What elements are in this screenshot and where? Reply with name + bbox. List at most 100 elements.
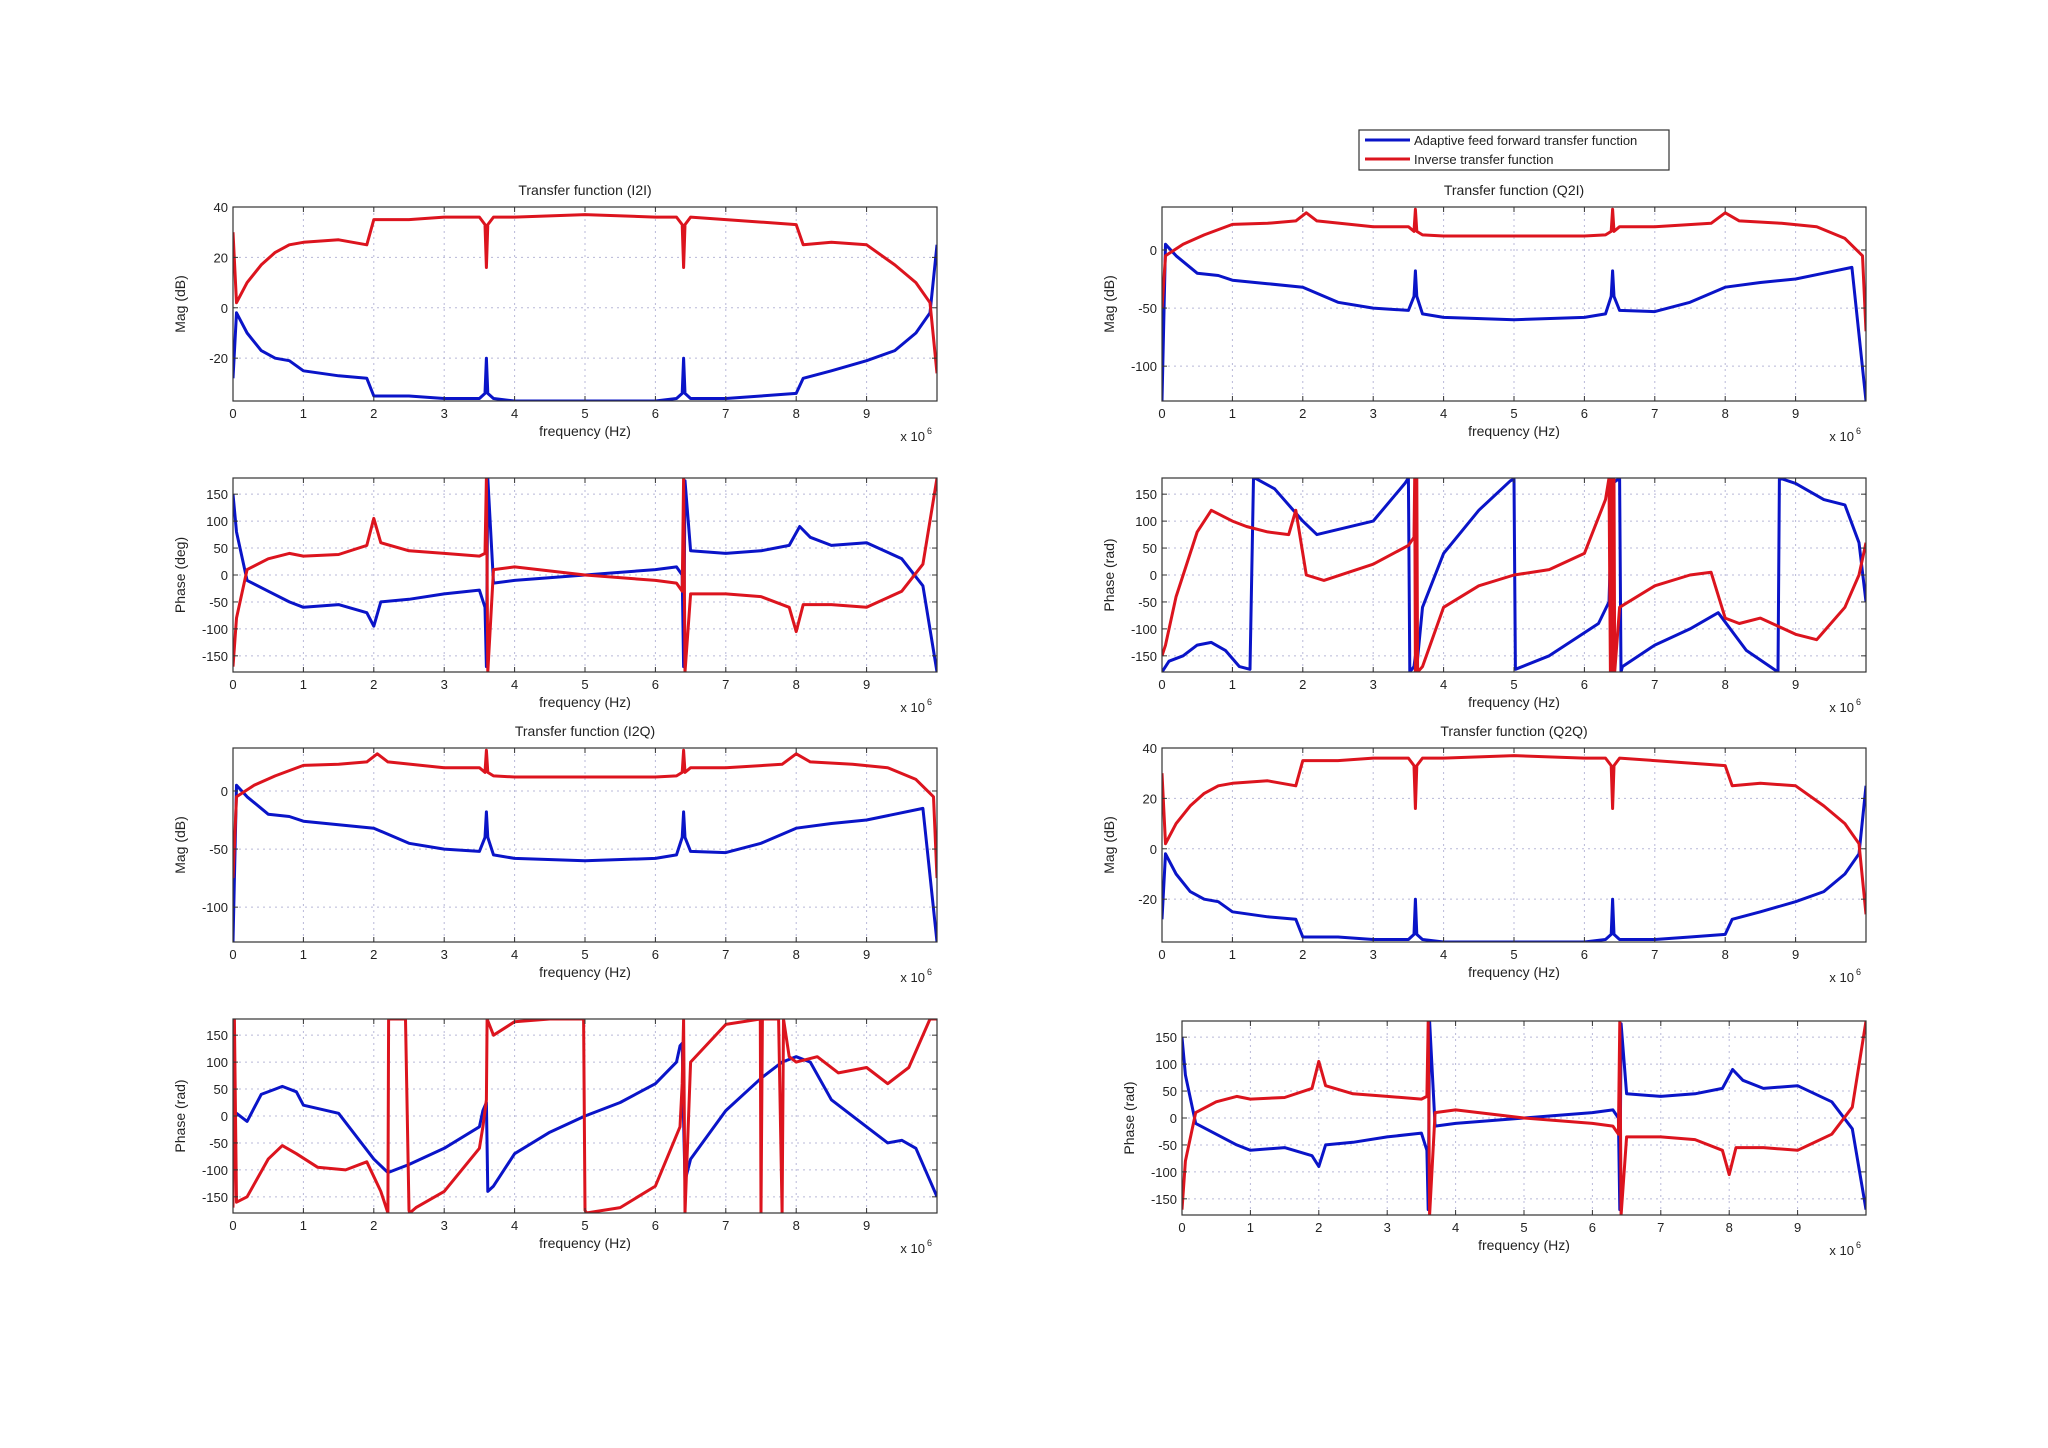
y-tick-label: -100 <box>202 900 228 915</box>
series-line-adaptive <box>233 783 937 942</box>
series-line-adaptive <box>233 478 937 672</box>
x-tick-label: 7 <box>1651 947 1658 962</box>
x-tick-label: 5 <box>581 1218 588 1233</box>
chart-q2i-phase: 0 1 2 3 4 5 6 7 8 9 150 100 50 0 -50 -100 -150 frequency … <box>1101 477 1867 715</box>
legend: Adaptive feed forward transfer function … <box>1358 129 1670 171</box>
x-axis-multiplier: x 10 <box>900 429 925 444</box>
x-tick-label: 4 <box>511 406 518 421</box>
x-tick-label: 6 <box>652 1218 659 1233</box>
x-tick-label: 7 <box>722 677 729 692</box>
y-tick-label: 0 <box>1150 243 1157 258</box>
chart-q2q-mag: 0 1 2 3 4 5 6 7 8 9 40 20 0 -20 Transfer function (Q2Q… <box>1101 723 1867 985</box>
x-tick-label: 8 <box>793 947 800 962</box>
x-tick-label: 2 <box>370 677 377 692</box>
legend-label-inverse: Inverse transfer function <box>1414 152 1553 167</box>
x-tick-label: 6 <box>1581 406 1588 421</box>
x-axis-multiplier-exponent: 6 <box>927 967 932 977</box>
x-tick-label: 2 <box>1299 677 1306 692</box>
series-line-inverse <box>233 748 937 879</box>
chart-i2i-mag: 0 1 2 3 4 5 6 7 8 9 40 20 0 -20 Transfer function (I2I… <box>172 182 938 444</box>
x-tick-label: 0 <box>1158 677 1165 692</box>
series-line-inverse <box>1182 1021 1866 1215</box>
x-axis-label: frequency (Hz) <box>539 423 631 439</box>
y-tick-label: -150 <box>202 1190 228 1205</box>
series-line-adaptive <box>233 244 937 401</box>
chart-i2q-phase: 0 1 2 3 4 5 6 7 8 9 150 100 50 0 -50 -100 -150 frequency … <box>172 1018 938 1256</box>
y-tick-label: 150 <box>206 487 228 502</box>
x-tick-label: 6 <box>652 947 659 962</box>
x-axis-multiplier: x 10 <box>900 1241 925 1256</box>
y-tick-label: -50 <box>209 842 228 857</box>
y-tick-label: 40 <box>214 200 228 215</box>
series-line-inverse <box>233 1019 937 1213</box>
x-tick-label: 0 <box>229 947 236 962</box>
y-tick-label: -150 <box>1131 649 1157 664</box>
chart-title: Transfer function (I2Q) <box>515 723 655 739</box>
x-tick-label: 3 <box>1370 406 1377 421</box>
series-line-adaptive <box>1162 478 1866 672</box>
x-axis-label: frequency (Hz) <box>1478 1237 1570 1253</box>
x-tick-label: 4 <box>511 1218 518 1233</box>
chart-title: Transfer function (Q2I) <box>1444 182 1584 198</box>
x-tick-label: 7 <box>722 406 729 421</box>
x-tick-label: 4 <box>1440 677 1447 692</box>
x-tick-label: 3 <box>441 406 448 421</box>
x-axis-multiplier-exponent: 6 <box>927 426 932 436</box>
y-tick-label: -100 <box>1131 359 1157 374</box>
x-tick-label: 8 <box>1722 947 1729 962</box>
x-axis-multiplier: x 10 <box>900 970 925 985</box>
x-tick-label: 8 <box>793 406 800 421</box>
y-axis-label: Mag (dB) <box>172 275 188 333</box>
x-tick-label: 5 <box>1510 677 1517 692</box>
x-tick-label: 9 <box>863 677 870 692</box>
x-tick-label: 3 <box>441 947 448 962</box>
y-axis-label: Phase (deg) <box>172 537 188 613</box>
y-tick-label: -50 <box>1138 301 1157 316</box>
y-tick-label: 50 <box>214 541 228 556</box>
chart-i2i-phase: 0 1 2 3 4 5 6 7 8 9 150 100 50 0 -50 -100 -150 frequency … <box>172 477 938 715</box>
x-tick-label: 0 <box>1158 406 1165 421</box>
x-axis-multiplier-exponent: 6 <box>927 697 932 707</box>
x-axis-multiplier: x 10 <box>1829 700 1854 715</box>
legend-box <box>1358 129 1670 171</box>
y-tick-label: 20 <box>214 250 228 265</box>
x-tick-label: 6 <box>1589 1220 1596 1235</box>
y-tick-label: 50 <box>1163 1084 1177 1099</box>
x-axis-multiplier: x 10 <box>1829 970 1854 985</box>
y-tick-label: 0 <box>221 568 228 583</box>
x-tick-label: 5 <box>581 677 588 692</box>
x-tick-label: 1 <box>300 947 307 962</box>
x-tick-label: 4 <box>1440 406 1447 421</box>
x-tick-label: 3 <box>1370 677 1377 692</box>
x-tick-label: 3 <box>441 1218 448 1233</box>
x-tick-label: 1 <box>1229 677 1236 692</box>
x-tick-label: 0 <box>1178 1220 1185 1235</box>
x-tick-label: 6 <box>1581 677 1588 692</box>
x-tick-label: 5 <box>1520 1220 1527 1235</box>
x-tick-label: 1 <box>1229 406 1236 421</box>
y-tick-label: 100 <box>1155 1057 1177 1072</box>
series-line-adaptive <box>1162 242 1866 401</box>
y-tick-label: -20 <box>1138 892 1157 907</box>
y-axis-label: Phase (rad) <box>172 1079 188 1152</box>
x-tick-label: 1 <box>1247 1220 1254 1235</box>
y-tick-label: -100 <box>1131 622 1157 637</box>
series-line-inverse <box>233 478 937 672</box>
series-line-adaptive <box>1162 785 1866 942</box>
y-tick-label: 40 <box>1143 741 1157 756</box>
x-axis-label: frequency (Hz) <box>539 964 631 980</box>
y-tick-label: 0 <box>221 301 228 316</box>
y-tick-label: 0 <box>1170 1111 1177 1126</box>
x-tick-label: 9 <box>1794 1220 1801 1235</box>
y-axis-label: Mag (dB) <box>1101 275 1117 333</box>
y-tick-label: 20 <box>1143 791 1157 806</box>
y-tick-label: 0 <box>1150 568 1157 583</box>
y-tick-label: -50 <box>1138 595 1157 610</box>
x-tick-label: 8 <box>793 677 800 692</box>
x-tick-label: 4 <box>511 677 518 692</box>
x-tick-label: 6 <box>1581 947 1588 962</box>
x-tick-label: 7 <box>1651 677 1658 692</box>
x-tick-label: 8 <box>1726 1220 1733 1235</box>
